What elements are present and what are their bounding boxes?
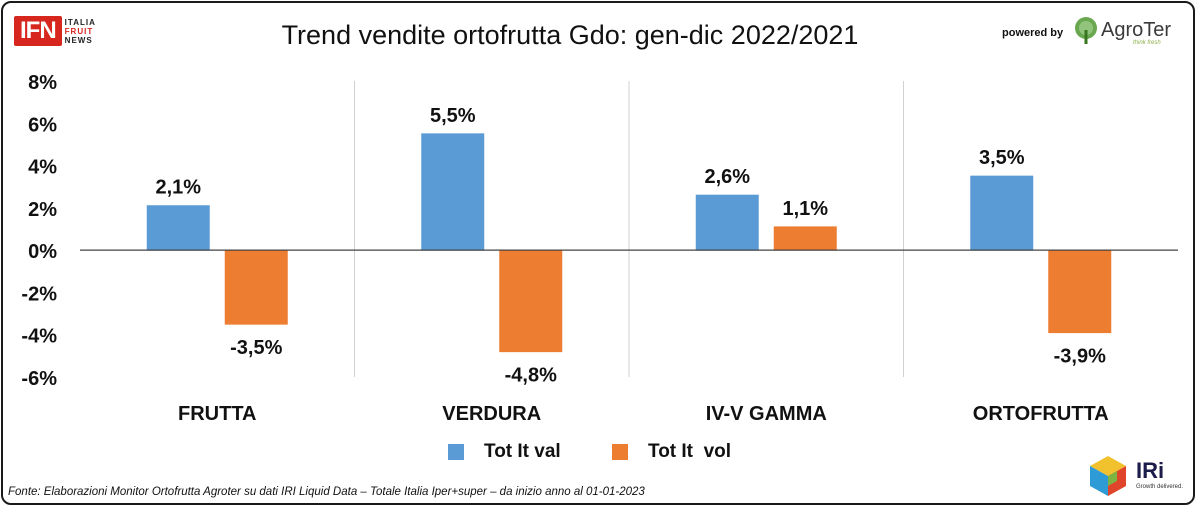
bar-vol: [224, 249, 288, 325]
chart-title: Trend vendite ortofrutta Gdo: gen-dic 20…: [281, 20, 859, 50]
data-label-vol: -4,8%: [505, 365, 557, 387]
x-category-label: IV-V GAMMA: [706, 403, 827, 425]
bar-vol: [773, 226, 837, 251]
ifn-logo-line-2: FRUIT: [64, 26, 94, 36]
y-tick-label: 8%: [28, 72, 57, 94]
agroter-tree-icon: [1075, 17, 1097, 44]
ifn-logo-text: ITALIA FRUIT NEWS: [65, 16, 96, 46]
ifn-logo-line-3: NEWS: [64, 35, 93, 45]
bar-val: [146, 205, 210, 251]
bar-val: [421, 133, 485, 251]
bar-vol: [1048, 249, 1112, 334]
y-tick-label: 6%: [28, 114, 57, 136]
ifn-logo-mark: IFN: [14, 16, 62, 46]
bar-val: [970, 175, 1034, 251]
iri-logo-name: IRi: [1136, 458, 1165, 483]
legend-label-vol: Tot It vol: [648, 441, 732, 462]
iri-logo: IRi Growth delivered.: [1086, 454, 1186, 498]
data-label-vol: 1,1%: [782, 198, 828, 220]
x-category-label: ORTOFRUTTA: [973, 403, 1109, 425]
y-tick-label: -4%: [21, 326, 57, 348]
x-category-label: VERDURA: [442, 403, 541, 425]
y-tick-label: 0%: [28, 241, 57, 263]
y-tick-label: 2%: [28, 199, 57, 221]
powered-by-label: powered by: [1002, 27, 1064, 39]
bar-val: [695, 194, 759, 251]
bar-vol: [499, 249, 563, 353]
y-tick-label: 4%: [28, 157, 57, 179]
legend-label-val: Tot It val: [484, 441, 561, 462]
data-label-val: 2,6%: [704, 166, 750, 188]
data-label-val: 2,1%: [155, 177, 201, 199]
data-label-vol: -3,9%: [1054, 346, 1106, 368]
data-label-val: 3,5%: [979, 147, 1025, 169]
y-tick-label: -2%: [21, 283, 57, 305]
data-label-val: 5,5%: [430, 105, 476, 127]
agroter-logo: AgroTer think fresh: [1073, 16, 1185, 50]
ifn-logo-line-1: ITALIA: [64, 17, 96, 27]
agroter-logo-tagline: think fresh: [1133, 40, 1161, 46]
ifn-logo: IFN ITALIA FRUIT NEWS: [14, 16, 96, 46]
legend-swatch-vol: [612, 444, 628, 460]
legend-swatch-val: [448, 444, 464, 460]
y-tick-label: -6%: [21, 368, 57, 390]
iri-logo-tagline: Growth delivered.: [1136, 484, 1184, 490]
agroter-logo-name: AgroTer: [1101, 19, 1172, 41]
source-note: Fonte: Elaborazioni Monitor Ortofrutta A…: [8, 486, 645, 498]
data-label-vol: -3,5%: [230, 337, 282, 359]
iri-cube-icon: [1090, 456, 1126, 496]
x-category-label: FRUTTA: [178, 403, 257, 425]
